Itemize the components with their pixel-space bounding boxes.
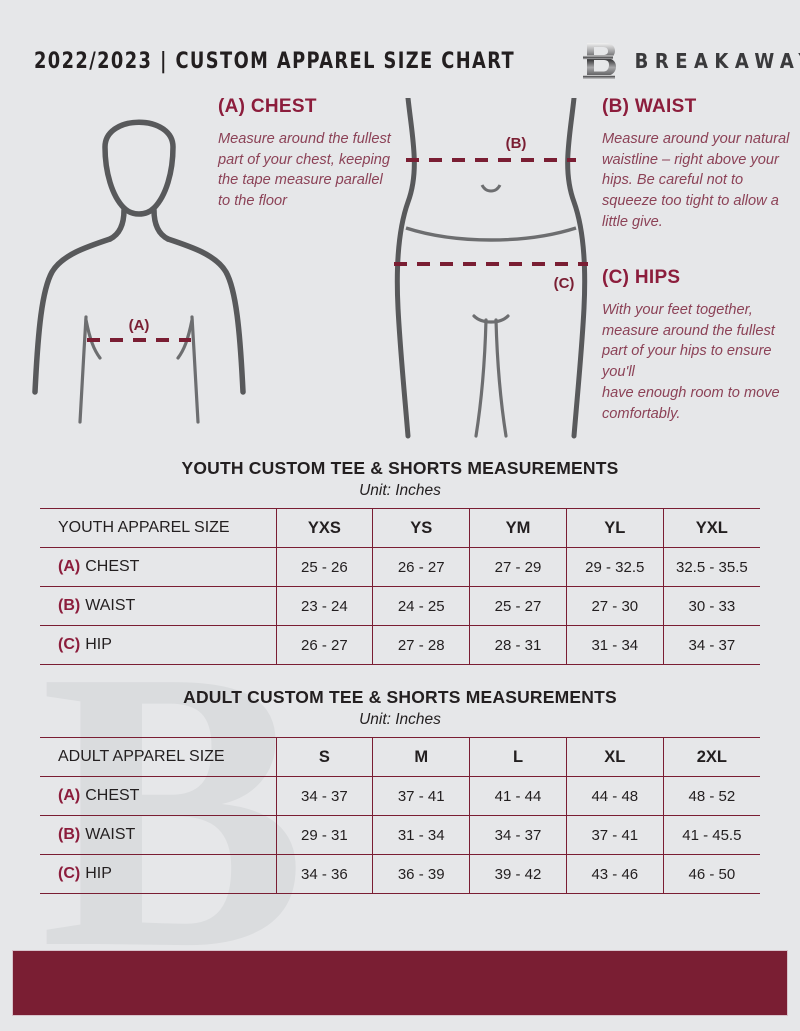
youth-cell: 24 - 25 [372, 586, 470, 626]
adult-cell: 31 - 34 [372, 815, 470, 855]
youth-table-unit: Unit: Inches [359, 482, 441, 499]
adult-table-block: ADULT CUSTOM TEE & SHORTS MEASUREMENTS U… [0, 687, 800, 894]
callout-waist-body: Measure around your natural waistline – … [602, 131, 790, 230]
adult-row-label: (C) HIP [40, 854, 277, 894]
chest-measure-label: (A) [129, 317, 150, 334]
upper-body-figure: (A) [32, 119, 246, 424]
page-header: 2022/2023 | CUSTOM APPAREL SIZE CHART [0, 0, 800, 84]
adult-cell: 43 - 46 [565, 854, 664, 894]
adult-size-header: S [276, 737, 373, 777]
adult-size-header: 2XL [662, 737, 760, 777]
callout-chest-body: Measure around the fullest part of your … [218, 131, 391, 210]
callout-hips-title: (C) HIPS [602, 267, 681, 288]
adult-size-header: L [469, 737, 567, 777]
callout-chest: (A) CHEST Measure around the fullest par… [218, 96, 398, 212]
lower-body-figure: (B) (C) [394, 98, 588, 439]
callout-waist-title: (B) WAIST [602, 96, 697, 117]
adult-cell: 34 - 37 [276, 776, 373, 816]
row-tag: (C) [58, 636, 81, 653]
adult-size-header: XL [565, 737, 664, 777]
row-label: CHEST [85, 787, 140, 804]
callout-hips-body: With your feet together, measure around … [602, 302, 780, 422]
adult-table-unit: Unit: Inches [359, 711, 441, 728]
youth-table-title: YOUTH CUSTOM TEE & SHORTS MEASUREMENTS [181, 458, 619, 478]
youth-cell: 27 - 30 [565, 586, 664, 626]
row-label: CHEST [85, 558, 140, 575]
youth-cell: 30 - 33 [662, 586, 760, 626]
adult-cell: 41 - 44 [469, 776, 567, 816]
row-label: WAIST [85, 826, 136, 843]
adult-cell: 37 - 41 [372, 776, 470, 816]
adult-cell: 41 - 45.5 [662, 815, 760, 855]
adult-table-header-row: ADULT APPAREL SIZE S M L XL 2XL [40, 737, 760, 777]
youth-cell: 25 - 26 [276, 547, 373, 587]
youth-row-label: (B) WAIST [40, 586, 277, 626]
row-label: HIP [85, 865, 112, 882]
row-label: WAIST [85, 597, 136, 614]
youth-row-label: (A) CHEST [40, 547, 277, 587]
page-title: 2022/2023 | CUSTOM APPAREL SIZE CHART [34, 48, 516, 74]
youth-cell: 23 - 24 [276, 586, 373, 626]
youth-cell: 28 - 31 [469, 625, 567, 665]
adult-cell: 39 - 42 [469, 854, 567, 894]
callout-hips: (C) HIPS With your feet together, measur… [602, 267, 794, 424]
brand-name: BREAKAWAY [634, 49, 800, 73]
adult-size-header: M [372, 737, 470, 777]
adult-cell: 29 - 31 [276, 815, 373, 855]
callout-chest-title: (A) CHEST [218, 96, 317, 117]
row-tag: (C) [58, 865, 81, 882]
table-row: (C) HIP 34 - 36 36 - 39 39 - 42 43 - 46 4… [40, 854, 760, 894]
youth-cell: 26 - 27 [372, 547, 470, 587]
measurement-illustrations: (A) (B) (C) (A) CHEST Measure around the… [0, 92, 800, 452]
breakaway-b-monogram-icon [582, 43, 616, 79]
table-row: (B) WAIST 23 - 24 24 - 25 25 - 27 27 - 30… [40, 586, 760, 626]
adult-row-label: (A) CHEST [40, 776, 277, 816]
youth-table-block: YOUTH CUSTOM TEE & SHORTS MEASUREMENTS U… [0, 458, 800, 665]
youth-cell: 25 - 27 [469, 586, 567, 626]
waist-measure-label: (B) [506, 135, 527, 152]
adult-cell: 37 - 41 [565, 815, 664, 855]
adult-row-label: (B) WAIST [40, 815, 277, 855]
adult-label-header: ADULT APPAREL SIZE [40, 737, 277, 777]
hip-measure-label: (C) [554, 275, 575, 292]
adult-cell: 36 - 39 [372, 854, 470, 894]
youth-cell: 31 - 34 [565, 625, 664, 665]
row-tag: (A) [58, 787, 81, 804]
table-row: (A) CHEST 34 - 37 37 - 41 41 - 44 44 - 48… [40, 776, 760, 816]
adult-cell: 46 - 50 [662, 854, 760, 894]
youth-size-header: YM [469, 508, 567, 548]
youth-size-header: YL [565, 508, 664, 548]
adult-cell: 48 - 52 [662, 776, 760, 816]
table-row: (C) HIP 26 - 27 27 - 28 28 - 31 31 - 34 3… [40, 625, 760, 665]
youth-cell: 26 - 27 [276, 625, 373, 665]
brand-logo: BREAKAWAY [581, 38, 800, 84]
adult-cell: 34 - 37 [469, 815, 567, 855]
youth-table-header-row: YOUTH APPAREL SIZE YXS YS YM YL YXL [40, 508, 760, 548]
table-row: (B) WAIST 29 - 31 31 - 34 34 - 37 37 - 41… [40, 815, 760, 855]
row-tag: (B) [58, 826, 81, 843]
callout-waist: (B) WAIST Measure around your natural wa… [602, 96, 792, 233]
adult-cell: 44 - 48 [565, 776, 664, 816]
youth-cell: 27 - 28 [372, 625, 470, 665]
footer-bar [12, 950, 788, 1016]
youth-row-label: (C) HIP [40, 625, 277, 665]
youth-size-header: YXS [276, 508, 373, 548]
youth-size-table: YOUTH APPAREL SIZE YXS YS YM YL YXL (A) C… [40, 508, 760, 665]
table-row: (A) CHEST 25 - 26 26 - 27 27 - 29 29 - 32… [40, 547, 760, 587]
adult-table-title: ADULT CUSTOM TEE & SHORTS MEASUREMENTS [183, 687, 617, 707]
adult-cell: 34 - 36 [276, 854, 373, 894]
youth-label-header: YOUTH APPAREL SIZE [40, 508, 277, 548]
youth-cell: 32.5 - 35.5 [662, 547, 760, 587]
youth-size-header: YS [372, 508, 470, 548]
youth-cell: 34 - 37 [662, 625, 760, 665]
row-label: HIP [85, 636, 112, 653]
youth-size-header: YXL [662, 508, 760, 548]
adult-size-table: ADULT APPAREL SIZE S M L XL 2XL (A) CHEST… [40, 737, 760, 894]
youth-cell: 27 - 29 [469, 547, 567, 587]
youth-cell: 29 - 32.5 [565, 547, 664, 587]
row-tag: (B) [58, 597, 81, 614]
row-tag: (A) [58, 558, 81, 575]
